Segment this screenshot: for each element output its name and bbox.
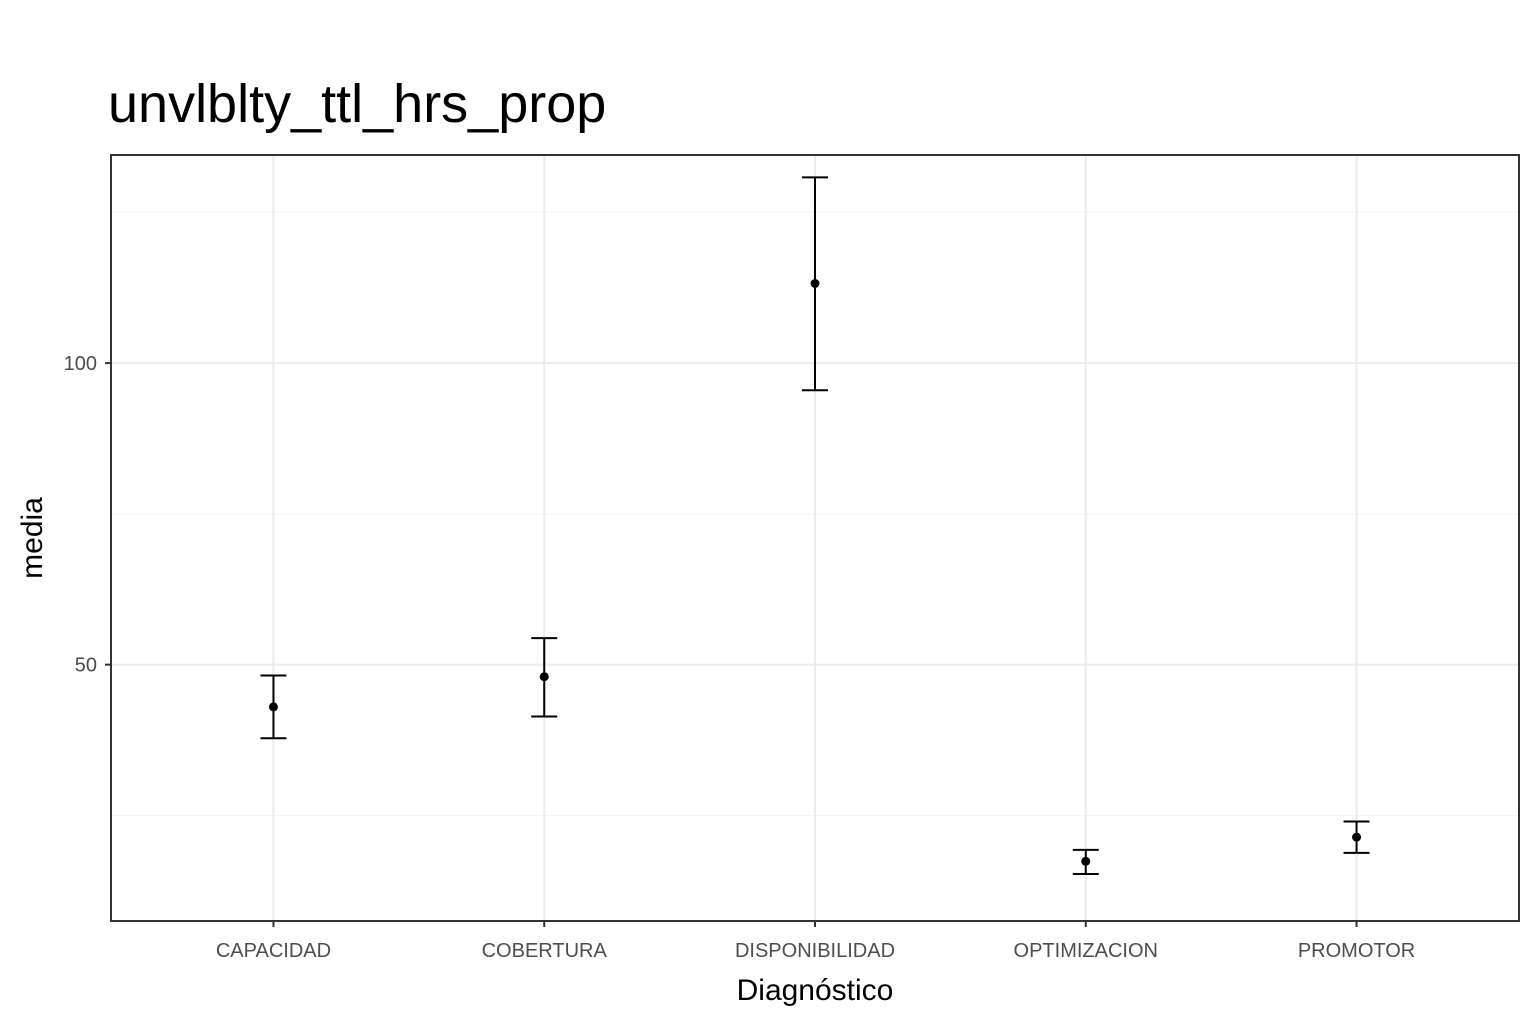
mean-point bbox=[268, 702, 278, 712]
mean-point bbox=[1081, 856, 1091, 866]
y-tick-label: 50 bbox=[75, 655, 97, 677]
x-axis-title: Diagnóstico bbox=[737, 974, 894, 1007]
data-marks bbox=[260, 176, 1370, 875]
chart-title: unvlblty_ttl_hrs_prop bbox=[108, 74, 606, 134]
errorbar-promotor bbox=[1343, 820, 1370, 854]
x-tick-label: CAPACIDAD bbox=[216, 940, 331, 962]
axes: 50 100 CAPACIDAD COBERTURA DISPONIBILIDAD OPT… bbox=[64, 353, 1416, 962]
x-tick-label: COBERTURA bbox=[482, 940, 608, 962]
x-tick-label: OPTIMIZACION bbox=[1014, 940, 1158, 962]
x-tick-label: DISPONIBILIDAD bbox=[735, 940, 895, 962]
errorbar-disponibilidad bbox=[802, 176, 828, 392]
mean-point bbox=[539, 672, 549, 682]
errorbar-capacidad bbox=[260, 674, 287, 740]
errorbar-cobertura bbox=[531, 637, 558, 718]
y-tick-label: 100 bbox=[64, 353, 97, 375]
y-axis-title: media bbox=[16, 497, 49, 579]
x-tick-label: PROMOTOR bbox=[1298, 940, 1415, 962]
errorbar-optimizacion bbox=[1072, 848, 1099, 875]
mean-point bbox=[810, 278, 820, 288]
mean-point bbox=[1352, 832, 1362, 842]
